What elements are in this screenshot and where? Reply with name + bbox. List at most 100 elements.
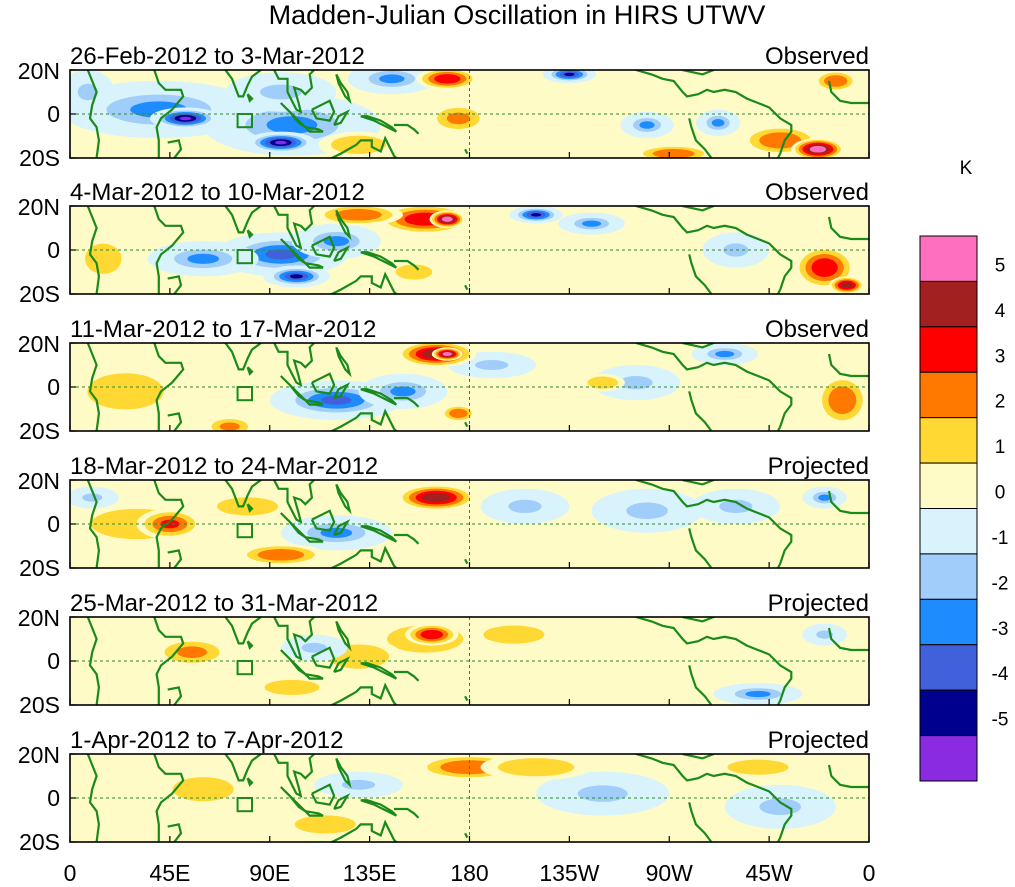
panel: 20N 0 20S 4-Mar-2012 to 10-Mar-2012 Observed: [18, 179, 870, 307]
coastline: [688, 665, 713, 705]
panel-status: Projected: [768, 453, 869, 480]
coastline: [304, 673, 324, 680]
anomaly-contour: [639, 121, 655, 129]
x-tick-label: 45E: [149, 860, 190, 886]
anomaly-contour: [497, 629, 531, 640]
coastline: [464, 558, 469, 565]
colorbar-swatch: [919, 371, 978, 419]
anomaly-contour: [260, 84, 302, 100]
panel: 20N 0 20S 11-Mar-2012 to 17-Mar-2012 Observe…: [18, 316, 870, 444]
coastline: [223, 206, 262, 234]
colorbar-swatch: [919, 644, 978, 691]
coastline: [223, 480, 262, 508]
coastline: [167, 823, 183, 842]
coastline: [394, 807, 420, 819]
coastline: [153, 617, 185, 705]
panel-status: Projected: [768, 590, 869, 617]
coastlines: [86, 343, 869, 431]
anomaly-contour: [817, 262, 832, 273]
panel-status: Observed: [765, 179, 869, 206]
coastline: [335, 620, 352, 652]
coastline: [223, 617, 262, 645]
coastline: [682, 70, 717, 76]
y-tick-label: 0: [47, 648, 60, 674]
x-tick-label: 180: [450, 860, 488, 886]
y-tick-label: 20S: [19, 418, 60, 444]
coastline: [329, 135, 398, 158]
y-tick-label: 20N: [18, 331, 60, 357]
coastline: [329, 545, 398, 568]
colorbar-swatch: [919, 280, 978, 328]
coastline: [329, 408, 398, 431]
anomaly-contour: [379, 74, 405, 84]
coastline: [310, 235, 336, 258]
coastline: [329, 819, 398, 842]
colorbar-label: 3: [995, 346, 1006, 367]
coastline: [635, 480, 793, 568]
anomaly-contour: [266, 116, 318, 134]
anomaly-contour: [186, 782, 220, 796]
coastline: [688, 118, 713, 158]
coastline: [246, 93, 254, 103]
coastline: [223, 343, 262, 371]
anomaly-contour: [594, 379, 611, 386]
coastline: [333, 793, 351, 811]
colorbar-label: -5: [992, 710, 1009, 731]
anomaly-contour: [829, 77, 843, 85]
anomaly-contour: [187, 253, 220, 264]
coastlines: [86, 480, 869, 568]
coastline: [682, 206, 717, 212]
coastline: [682, 480, 717, 486]
coastline: [310, 783, 336, 806]
y-tick-label: 20S: [19, 145, 60, 171]
y-tick-label: 0: [47, 374, 60, 400]
coastline: [223, 70, 262, 98]
coastline: [273, 754, 315, 798]
coastline: [360, 799, 398, 817]
coastline: [310, 372, 336, 395]
coastline: [246, 366, 254, 376]
y-tick-label: 20S: [19, 829, 60, 855]
y-tick-label: 0: [47, 785, 60, 811]
y-tick-label: 20N: [18, 742, 60, 768]
coastline: [682, 617, 717, 623]
anomaly-contour: [453, 410, 464, 416]
anomaly-contour: [719, 499, 753, 513]
anomaly-contour: [274, 140, 287, 145]
y-tick-label: 20S: [19, 281, 60, 307]
coastline: [273, 480, 315, 524]
anomaly-field: [76, 206, 865, 294]
anomaly-contour: [444, 352, 450, 356]
coastline: [394, 396, 420, 408]
coastline: [310, 509, 336, 532]
coastline: [688, 254, 713, 294]
colorbar-swatch: [919, 462, 978, 510]
anomaly-contour: [179, 116, 192, 121]
colorbar-unit: K: [960, 158, 973, 179]
anomaly-contour: [265, 249, 297, 260]
colorbar-swatch: [919, 598, 978, 646]
coastline: [360, 525, 398, 543]
x-tick-label: 90E: [249, 860, 290, 886]
coastline: [682, 754, 717, 760]
coastline: [273, 617, 315, 661]
coastline: [273, 70, 315, 114]
coastline: [246, 777, 254, 787]
anomaly-contour: [219, 422, 240, 431]
coastline: [167, 139, 183, 158]
coastline: [223, 754, 262, 782]
coastline: [86, 617, 101, 705]
anomaly-contour: [77, 83, 98, 101]
x-tick-label: 0: [863, 860, 876, 886]
coastline: [335, 757, 352, 789]
x-tick-label: 90W: [646, 860, 694, 886]
coastline: [167, 686, 183, 705]
anomaly-contour: [404, 267, 425, 277]
coastline: [310, 99, 336, 122]
colorbar-label: 4: [995, 301, 1006, 322]
anomaly-contour: [813, 147, 823, 152]
coastline: [329, 271, 398, 294]
y-tick-label: 20N: [18, 58, 60, 84]
anomaly-contour: [177, 646, 208, 658]
colorbar-label: -3: [992, 619, 1009, 640]
